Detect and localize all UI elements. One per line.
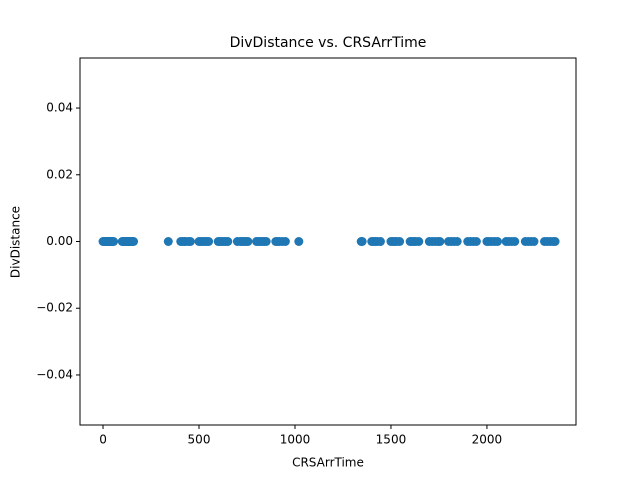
x-tick-label: 1500 (376, 433, 407, 447)
y-tick-label: 0.00 (46, 234, 73, 248)
x-tick-label: 0 (99, 433, 107, 447)
x-tick-label: 2000 (472, 433, 503, 447)
y-tick-label: 0.02 (46, 167, 73, 181)
point (294, 237, 304, 246)
point (375, 237, 385, 246)
plot-frame (79, 57, 577, 426)
point (280, 237, 290, 246)
point (550, 237, 560, 246)
point (223, 237, 233, 246)
point (243, 237, 253, 246)
chart-title: DivDistance vs. CRSArrTime (230, 35, 427, 51)
x-axis-label: CRSArrTime (292, 456, 364, 470)
point (414, 237, 424, 246)
point (204, 237, 214, 246)
point (492, 237, 502, 246)
point (529, 237, 539, 246)
point (357, 237, 367, 246)
x-tick-label: 500 (188, 433, 211, 447)
y-tick-label: −0.02 (36, 301, 73, 315)
y-tick-label: −0.04 (36, 367, 73, 381)
y-axis-label: DivDistance (9, 206, 23, 278)
point (163, 237, 173, 246)
x-tick-label: 1000 (280, 433, 311, 447)
point (510, 237, 520, 246)
point (129, 237, 139, 246)
point (435, 237, 445, 246)
point (471, 237, 481, 246)
point (261, 237, 271, 246)
y-tick-label: 0.04 (46, 101, 73, 115)
point (109, 237, 119, 246)
point (185, 237, 195, 246)
point (452, 237, 462, 246)
point (395, 237, 405, 246)
